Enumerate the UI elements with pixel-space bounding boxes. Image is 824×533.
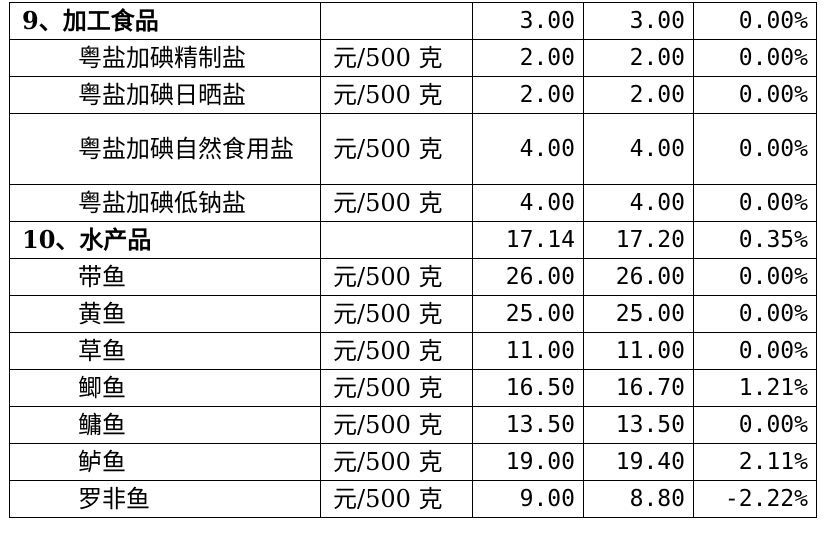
previous-price-cell: 19.00 [472,443,584,481]
current-price-cell: 8.80 [583,480,694,518]
item-name-cell: 粤盐加碘低钠盐 [9,184,321,222]
previous-price-cell: 13.50 [472,406,584,444]
item-name-cell: 鲫鱼 [9,369,321,407]
previous-price-cell: 4.00 [472,184,584,222]
previous-price-cell: 4.00 [472,113,584,185]
table-row: 粤盐加碘日晒盐 元/500 克 2.00 2.00 0.00% [9,76,817,114]
change-percent-cell: -2.22% [693,480,817,518]
current-price-cell: 25.00 [583,295,694,333]
item-name-cell: 鲈鱼 [9,443,321,481]
price-table-body: 9、加工食品 3.00 3.00 0.00% 粤盐加碘精制盐 元/500 克 2.00 2.0… [9,2,817,518]
unit-cell: 元/500 克 [320,369,473,407]
category-row: 9、加工食品 3.00 3.00 0.00% [9,2,817,40]
item-name-cell: 粤盐加碘精制盐 [9,39,321,77]
previous-price-cell: 11.00 [472,332,584,370]
item-name-cell: 罗非鱼 [9,480,321,518]
item-name-cell: 鳙鱼 [9,406,321,444]
current-price-cell: 4.00 [583,113,694,185]
current-price-cell: 16.70 [583,369,694,407]
unit-cell [320,221,473,259]
change-percent-cell: 0.00% [693,332,817,370]
unit-cell: 元/500 克 [320,76,473,114]
previous-price-cell: 26.00 [472,258,584,296]
item-name-cell: 粤盐加碘日晒盐 [9,76,321,114]
unit-cell: 元/500 克 [320,39,473,77]
previous-price-cell: 16.50 [472,369,584,407]
table-row: 鲫鱼 元/500 克 16.50 16.70 1.21% [9,369,817,407]
change-percent-cell: 0.00% [693,295,817,333]
previous-price-cell: 3.00 [472,2,584,40]
item-name-cell: 黄鱼 [9,295,321,333]
item-name-cell: 粤盐加碘自然食用盐 [9,113,321,185]
change-percent-cell: 0.00% [693,113,817,185]
unit-cell: 元/500 克 [320,443,473,481]
unit-cell: 元/500 克 [320,184,473,222]
current-price-cell: 13.50 [583,406,694,444]
table-row: 黄鱼 元/500 克 25.00 25.00 0.00% [9,295,817,333]
current-price-cell: 2.00 [583,76,694,114]
item-name-cell: 带鱼 [9,258,321,296]
previous-price-cell: 2.00 [472,39,584,77]
change-percent-cell: 0.35% [693,221,817,259]
table-row: 带鱼 元/500 克 26.00 26.00 0.00% [9,258,817,296]
previous-price-cell: 9.00 [472,480,584,518]
table-row: 粤盐加碘精制盐 元/500 克 2.00 2.00 0.00% [9,39,817,77]
change-percent-cell: 0.00% [693,184,817,222]
table-row: 鲈鱼 元/500 克 19.00 19.40 2.11% [9,443,817,481]
unit-cell: 元/500 克 [320,406,473,444]
change-percent-cell: 0.00% [693,39,817,77]
unit-cell: 元/500 克 [320,295,473,333]
change-percent-cell: 0.00% [693,76,817,114]
unit-cell [320,2,473,40]
current-price-cell: 3.00 [583,2,694,40]
table-row: 罗非鱼 元/500 克 9.00 8.80 -2.22% [9,480,817,518]
change-percent-cell: 2.11% [693,443,817,481]
change-percent-cell: 0.00% [693,258,817,296]
item-name-cell: 10、水产品 [9,221,321,259]
current-price-cell: 2.00 [583,39,694,77]
unit-cell: 元/500 克 [320,332,473,370]
change-percent-cell: 0.00% [693,406,817,444]
current-price-cell: 4.00 [583,184,694,222]
previous-price-cell: 2.00 [472,76,584,114]
table-row: 鳙鱼 元/500 克 13.50 13.50 0.00% [9,406,817,444]
price-table: 9、加工食品 3.00 3.00 0.00% 粤盐加碘精制盐 元/500 克 2.00 2.0… [9,2,817,518]
unit-cell: 元/500 克 [320,480,473,518]
current-price-cell: 17.20 [583,221,694,259]
table-row: 草鱼 元/500 克 11.00 11.00 0.00% [9,332,817,370]
previous-price-cell: 17.14 [472,221,584,259]
current-price-cell: 11.00 [583,332,694,370]
table-row: 粤盐加碘低钠盐 元/500 克 4.00 4.00 0.00% [9,184,817,222]
unit-cell: 元/500 克 [320,113,473,185]
previous-price-cell: 25.00 [472,295,584,333]
change-percent-cell: 0.00% [693,2,817,40]
item-name-cell: 草鱼 [9,332,321,370]
item-name-cell: 9、加工食品 [9,2,321,40]
unit-cell: 元/500 克 [320,258,473,296]
change-percent-cell: 1.21% [693,369,817,407]
current-price-cell: 26.00 [583,258,694,296]
category-row: 10、水产品 17.14 17.20 0.35% [9,221,817,259]
table-row: 粤盐加碘自然食用盐 元/500 克 4.00 4.00 0.00% [9,113,817,185]
current-price-cell: 19.40 [583,443,694,481]
